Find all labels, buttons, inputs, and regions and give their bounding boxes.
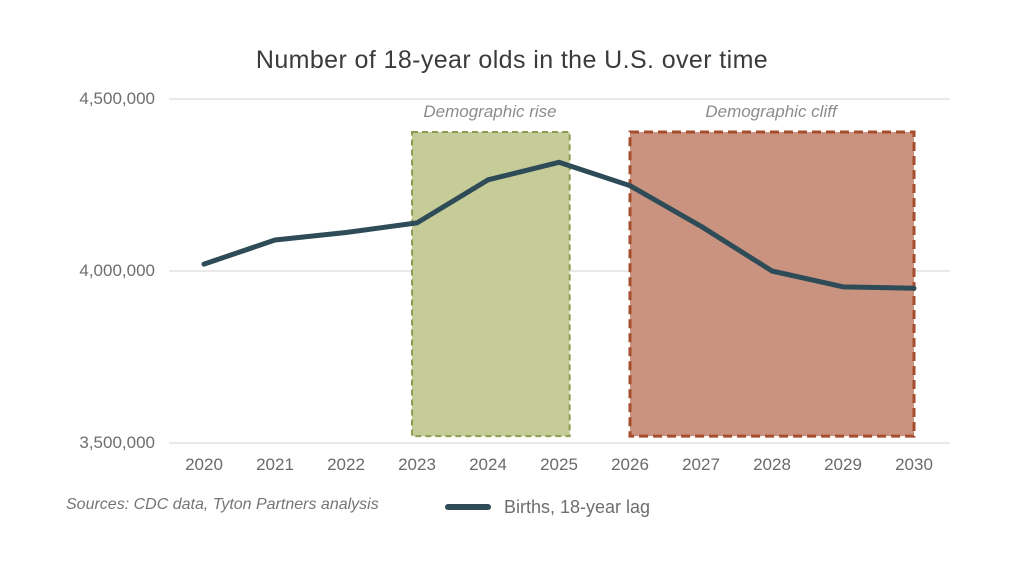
x-axis-label-2021: 2021 (256, 455, 294, 474)
legend-line-swatch (445, 504, 491, 510)
x-axis-label-2026: 2026 (611, 455, 649, 474)
y-axis-label-4500000: 4,500,000 (79, 89, 155, 108)
region-demographic-rise (411, 131, 571, 438)
legend-label: Births, 18-year lag (504, 496, 651, 517)
x-axis-label-2027: 2027 (682, 455, 720, 474)
births-18-year-lag-line (201, 159, 917, 291)
x-axis-label-2020: 2020 (185, 455, 223, 474)
annotation-demographic-cliff: Demographic cliff (705, 102, 837, 121)
x-axis-label-2023: 2023 (398, 455, 436, 474)
x-axis-label-2029: 2029 (824, 455, 862, 474)
y-axis-label-3500000: 3,500,000 (79, 433, 155, 452)
x-axis-label-2030: 2030 (895, 455, 933, 474)
x-axis-label-2022: 2022 (327, 455, 365, 474)
y-axis-label-4000000: 4,000,000 (79, 261, 155, 280)
annotation-demographic-rise: Demographic rise (423, 102, 557, 121)
x-axis-label-2025: 2025 (540, 455, 578, 474)
chart-title: Number of 18-year olds in the U.S. over … (255, 46, 769, 74)
x-axis-label-2024: 2024 (469, 455, 507, 474)
x-axis-label-2028: 2028 (753, 455, 791, 474)
region-demographic-cliff (628, 130, 916, 438)
legend: Births, 18-year lag (445, 496, 650, 518)
source-note: Sources: CDC data, Tyton Partners analys… (66, 496, 379, 513)
